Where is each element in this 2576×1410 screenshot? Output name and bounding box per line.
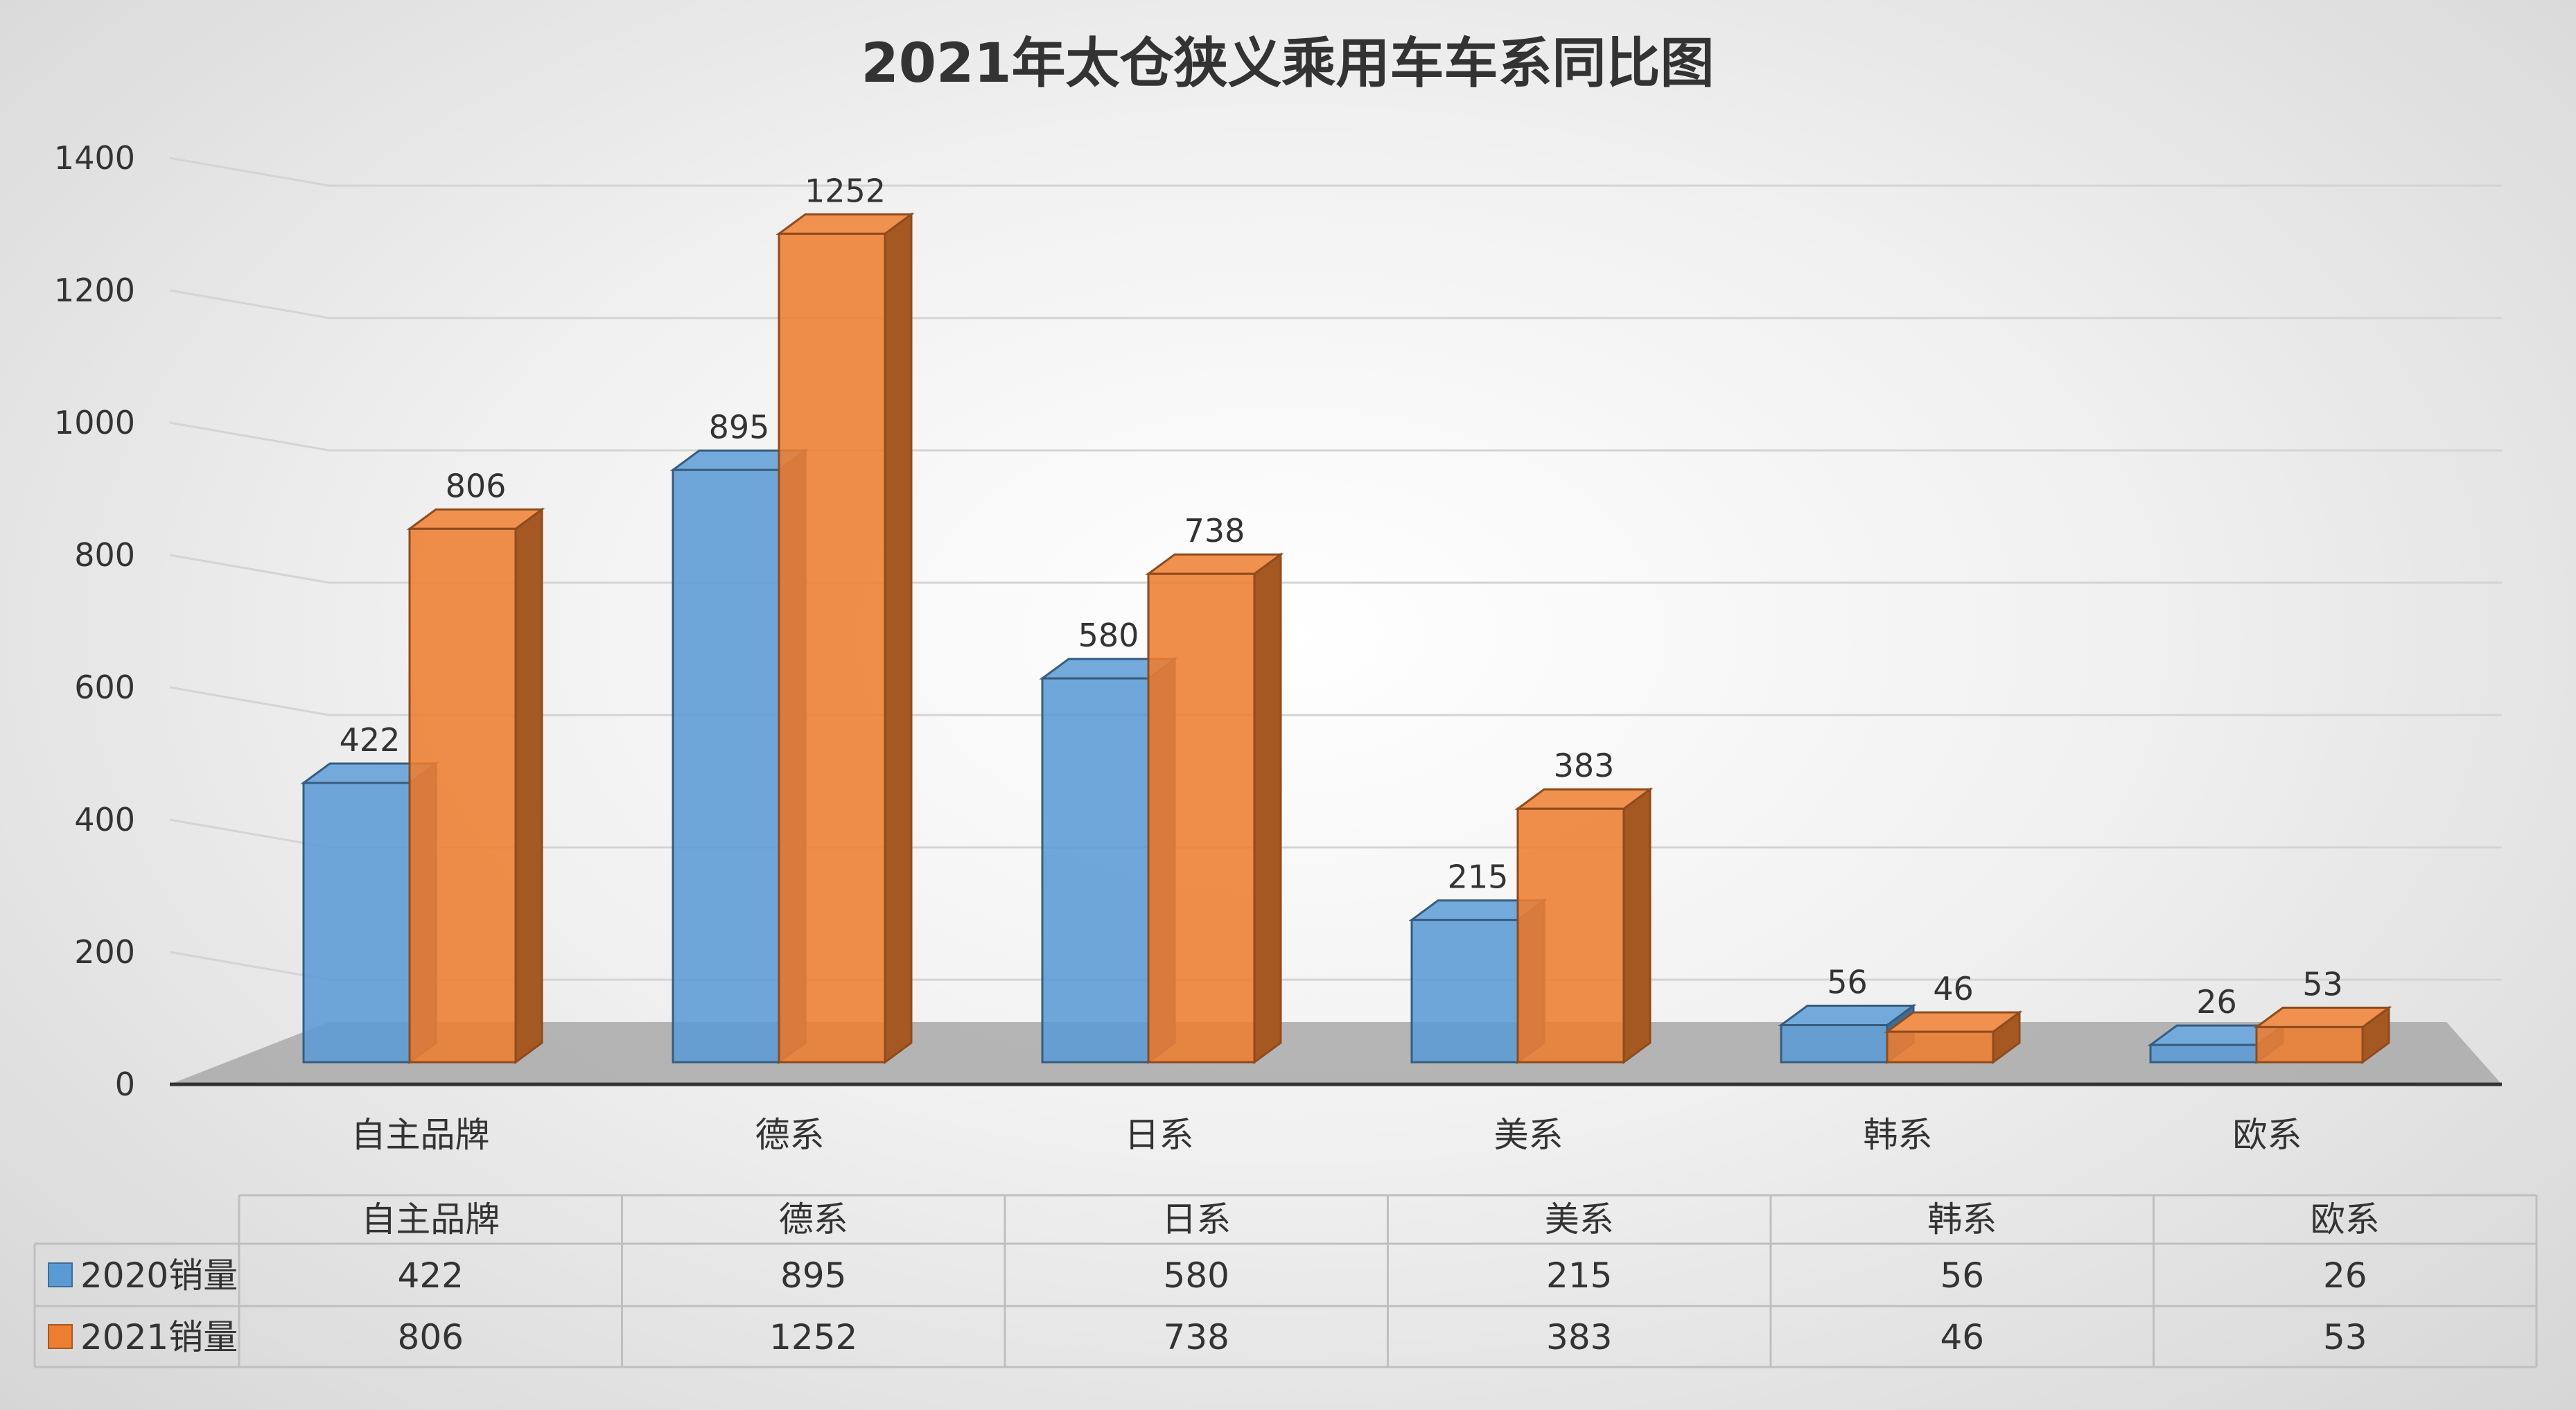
value-label: 580	[1078, 617, 1139, 654]
bar-front	[1886, 1030, 1995, 1064]
category-label: 韩系	[1864, 1115, 1933, 1155]
table-value-cell: 895	[780, 1255, 846, 1296]
bar	[406, 507, 545, 1064]
y-axis-ticks: 0 200 400 600 800 1000 1200 1400	[54, 139, 135, 1103]
value-label: 215	[1448, 858, 1509, 896]
gridline	[169, 554, 2502, 584]
table-value-cell: 806	[398, 1317, 464, 1357]
bar-front	[302, 782, 411, 1064]
value-label: 26	[2196, 983, 2237, 1021]
value-labels: 422 806 895 1252 580 738 215 383 56 46 26 53	[340, 172, 2343, 1021]
value-label: 895	[709, 408, 770, 446]
x-axis-categories: 自主品牌 德系 日系 美系 韩系 欧系	[351, 1115, 2302, 1155]
gridline	[169, 686, 2502, 716]
category-label: 美系	[1494, 1115, 1563, 1155]
table-value-cell: 1252	[769, 1317, 857, 1357]
category-label: 欧系	[2233, 1115, 2302, 1155]
bar-front	[1780, 1024, 1889, 1064]
value-label: 806	[446, 467, 507, 504]
table-header-cell: 德系	[779, 1199, 848, 1240]
bar-side	[1622, 787, 1651, 1064]
bar	[1884, 1010, 2023, 1064]
bar-front	[1410, 919, 1519, 1064]
table-value-cell: 26	[2323, 1255, 2367, 1296]
table-value-cell: 46	[1940, 1317, 1984, 1357]
bar	[1514, 787, 1654, 1064]
table-value-cell: 422	[398, 1255, 464, 1296]
gridline	[169, 289, 2502, 319]
bar	[776, 212, 915, 1064]
legend-key	[48, 1262, 73, 1287]
category-label: 日系	[1125, 1115, 1194, 1155]
bar-front	[1147, 572, 1256, 1064]
table-value-cell: 738	[1164, 1317, 1229, 1357]
value-label: 56	[1827, 964, 1868, 1001]
y-tick-label: 1000	[54, 404, 135, 441]
value-label: 1252	[805, 172, 886, 209]
legend-key	[48, 1324, 73, 1349]
legend-label: 2021销量	[80, 1317, 238, 1357]
bar-front	[408, 527, 517, 1064]
value-label: 46	[1933, 970, 1974, 1007]
table-header-cell: 日系	[1162, 1199, 1231, 1240]
y-tick-label: 200	[74, 933, 135, 971]
bar-front	[2255, 1025, 2364, 1064]
table-header-cell: 欧系	[2311, 1199, 2380, 1240]
bar-side	[514, 507, 543, 1064]
category-label: 德系	[755, 1115, 825, 1155]
y-tick-label: 800	[74, 536, 135, 574]
legend-label: 2020销量	[80, 1255, 238, 1296]
y-tick-label: 0	[115, 1066, 135, 1103]
value-label: 383	[1554, 747, 1615, 784]
y-tick-label: 1200	[54, 272, 135, 309]
table-header-cell: 美系	[1545, 1199, 1614, 1240]
gridline	[169, 157, 2502, 187]
table-value-cell: 53	[2323, 1317, 2367, 1357]
gridline	[169, 421, 2502, 452]
bars	[300, 212, 2392, 1064]
bar	[2253, 1005, 2392, 1064]
gridlines	[169, 157, 2502, 981]
value-label: 422	[340, 721, 401, 759]
y-tick-label: 1400	[54, 139, 135, 177]
category-label: 自主品牌	[351, 1115, 490, 1155]
table-value-cell: 56	[1940, 1255, 1984, 1296]
y-tick-label: 400	[74, 801, 135, 838]
y-tick-label: 600	[74, 669, 135, 706]
bar-front	[672, 468, 780, 1064]
bar-front	[1516, 807, 1625, 1064]
bar	[1145, 552, 1284, 1064]
bar-front	[1041, 677, 1150, 1064]
bar-side	[1253, 552, 1282, 1064]
table-value-cell: 215	[1546, 1255, 1612, 1296]
table-value-cell: 580	[1164, 1255, 1229, 1296]
chart-title: 2021年太仓狭义乘用车车系同比图	[861, 33, 1714, 95]
value-label: 738	[1184, 512, 1245, 549]
value-label: 53	[2302, 965, 2343, 1003]
table-header-cell: 韩系	[1927, 1199, 1997, 1240]
data-table: 自主品牌 德系 日系 美系 韩系 欧系 2020销量 422 895 580 215 56 26 2021…	[33, 1194, 2538, 1368]
bar-front	[778, 232, 886, 1064]
table-value-cell: 383	[1546, 1317, 1612, 1357]
bar-side	[884, 212, 913, 1064]
bar-front	[2149, 1043, 2258, 1064]
table-header-cell: 自主品牌	[361, 1199, 500, 1240]
